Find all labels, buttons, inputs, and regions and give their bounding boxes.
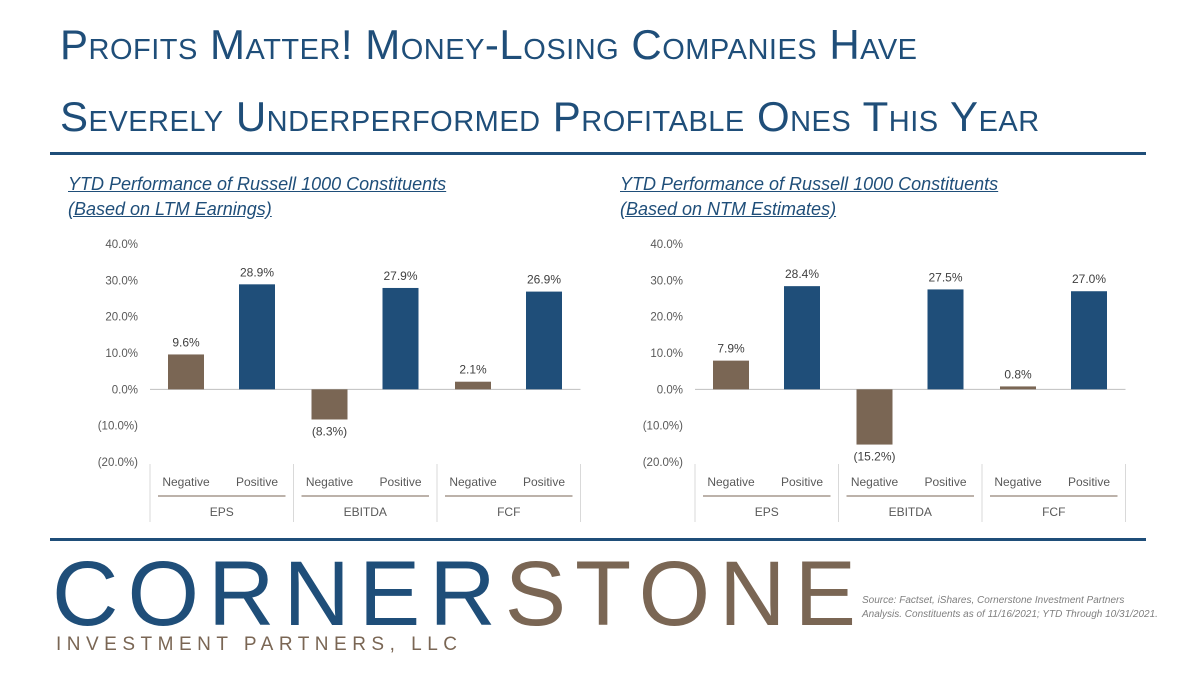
bar-eps-positive <box>784 286 820 390</box>
bottom-divider <box>50 538 1146 541</box>
data-label: 7.9% <box>717 342 745 356</box>
left-chart-title-main: YTD Performance of Russell 1000 Constitu… <box>68 174 447 194</box>
y-tick-label: 0.0% <box>657 384 683 396</box>
data-label: (8.3%) <box>312 424 347 438</box>
source-note: Source: Factset, iShares, Cornerstone In… <box>862 595 1158 620</box>
bar-fcf-positive <box>1071 291 1107 390</box>
data-label: 2.1% <box>459 363 487 377</box>
data-label: 27.9% <box>383 269 417 283</box>
y-tick-label: 0.0% <box>112 384 138 396</box>
logo-part-b: STONE <box>504 543 865 645</box>
left-chart-title: YTD Performance of Russell 1000 Constitu… <box>68 172 446 222</box>
data-label: 9.6% <box>172 335 200 349</box>
category-label: Positive <box>379 475 421 489</box>
right-chart-title-main: YTD Performance of Russell 1000 Constitu… <box>620 174 999 194</box>
bar-fcf-negative <box>455 381 491 390</box>
right-bar-chart: 40.0% 30.0% 20.0% 10.0% 0.0% (10.0%) (20.0%) EP… <box>643 239 1126 522</box>
y-tick-label: 40.0% <box>650 239 683 251</box>
group-label: FCF <box>497 505 520 519</box>
y-tick-label: (10.0%) <box>98 421 138 433</box>
y-tick-label: 10.0% <box>105 348 138 360</box>
category-label: Negative <box>449 475 497 489</box>
data-label: 27.5% <box>928 270 962 284</box>
bar-fcf-positive <box>526 291 562 390</box>
category-label: Positive <box>236 475 278 489</box>
top-divider <box>50 152 1146 155</box>
data-label: 26.9% <box>527 273 561 287</box>
category-label: Positive <box>1068 475 1110 489</box>
y-tick-label: 20.0% <box>105 312 138 324</box>
left-chart-subtitle: (Based on LTM Earnings) <box>68 199 272 219</box>
group-label: FCF <box>1042 505 1065 519</box>
bar-fcf-negative <box>1000 386 1036 390</box>
right-chart-subtitle: (Based on NTM Estimates) <box>620 199 837 219</box>
data-label: 28.9% <box>240 265 274 279</box>
category-label: Positive <box>781 475 823 489</box>
bar-eps-positive <box>239 284 275 390</box>
y-tick-label: 30.0% <box>650 275 683 287</box>
bar-ebitda-negative <box>311 389 348 420</box>
category-label: Positive <box>924 475 966 489</box>
category-label: Negative <box>306 475 354 489</box>
page-title-line-1: Profits Matter! Money-Losing Companies H… <box>60 21 918 68</box>
y-tick-label: 30.0% <box>105 275 138 287</box>
data-label: 0.8% <box>1004 367 1032 381</box>
y-tick-label: (20.0%) <box>98 457 138 469</box>
data-label: 27.0% <box>1072 272 1106 286</box>
page-title-line-2: Severely Underperformed Profitable Ones … <box>60 93 1040 140</box>
logo-part-a: CORNER <box>52 543 505 645</box>
category-label: Positive <box>523 475 565 489</box>
group-label: EBITDA <box>344 505 387 519</box>
y-tick-label: 10.0% <box>650 348 683 360</box>
data-label: (15.2%) <box>853 450 895 464</box>
left-bar-chart: 40.0% 30.0% 20.0% 10.0% 0.0% (10.0%) (20.0%) EP… <box>98 239 581 522</box>
logo-subtitle: INVESTMENT PARTNERS, LLC <box>56 634 463 655</box>
y-tick-label: (20.0%) <box>643 457 683 469</box>
y-tick-label: 40.0% <box>105 239 138 251</box>
group-label: EBITDA <box>889 505 932 519</box>
category-label: Negative <box>851 475 899 489</box>
bar-ebitda-positive <box>927 289 964 390</box>
category-label: Negative <box>162 475 210 489</box>
bar-eps-negative <box>168 354 204 390</box>
bar-ebitda-negative <box>856 389 893 445</box>
bar-ebitda-positive <box>382 287 419 390</box>
category-label: Negative <box>994 475 1042 489</box>
data-label: 28.4% <box>785 267 819 281</box>
group-label: EPS <box>755 505 779 519</box>
y-tick-label: (10.0%) <box>643 421 683 433</box>
y-tick-label: 20.0% <box>650 312 683 324</box>
company-logo: CORNERSTONE <box>52 548 865 640</box>
bar-eps-negative <box>713 360 749 390</box>
category-label: Negative <box>707 475 755 489</box>
right-chart-title: YTD Performance of Russell 1000 Constitu… <box>620 172 998 222</box>
group-label: EPS <box>210 505 234 519</box>
